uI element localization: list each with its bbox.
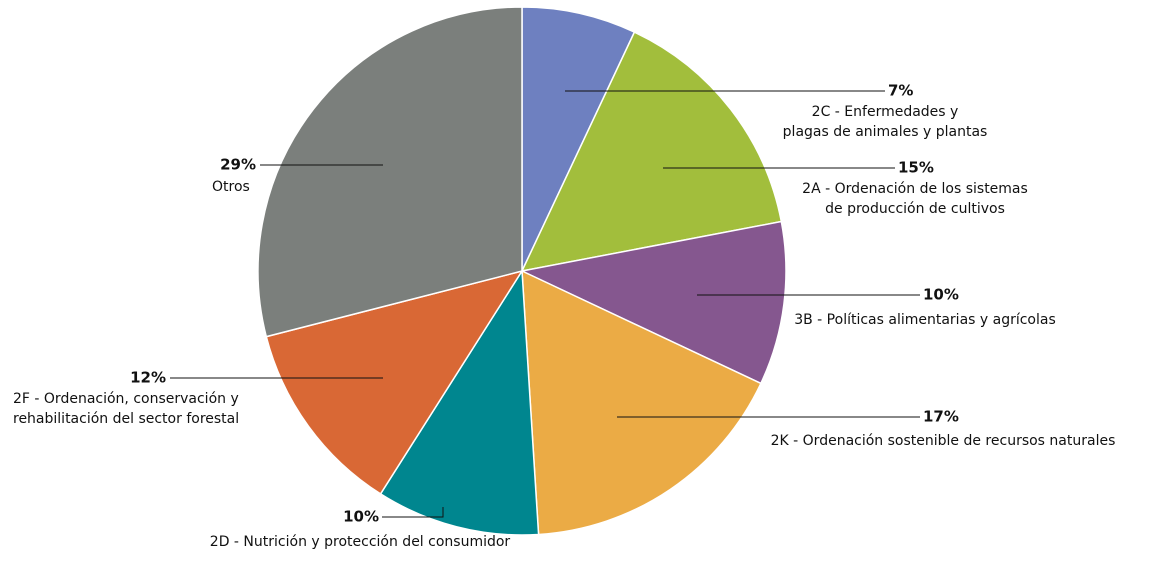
- value-label: 29%: [220, 156, 256, 174]
- value-label: 12%: [130, 369, 166, 387]
- slice-label: 2F - Ordenación, conservación y rehabili…: [13, 391, 240, 427]
- slice-label: 3B - Políticas alimentarias y agrícolas: [794, 312, 1056, 328]
- pie-slice: [379, 268, 540, 536]
- value-label: 10%: [343, 508, 379, 526]
- slice-label: Otros: [212, 179, 250, 195]
- pie-slice: [519, 220, 787, 385]
- value-label: 15%: [898, 159, 934, 177]
- slice-label: 2K - Ordenación sostenible de recursos n…: [770, 433, 1116, 449]
- slice-label: 2D - Nutrición y protección del consumid…: [209, 534, 511, 550]
- pie-slice: [521, 6, 636, 272]
- pie-slice: [257, 6, 523, 338]
- value-label: 17%: [923, 408, 959, 426]
- leader-line: [382, 507, 444, 518]
- pie-slice: [521, 269, 762, 536]
- pie-slice: [520, 31, 783, 273]
- slice-label: 2C - Enfermedades y plagas de animales y…: [782, 104, 988, 140]
- pie-slice: [265, 269, 524, 495]
- value-label: 10%: [923, 286, 959, 304]
- slice-label: 2A - Ordenación de los sistemas de produ…: [802, 181, 1028, 217]
- value-label: 7%: [888, 82, 913, 100]
